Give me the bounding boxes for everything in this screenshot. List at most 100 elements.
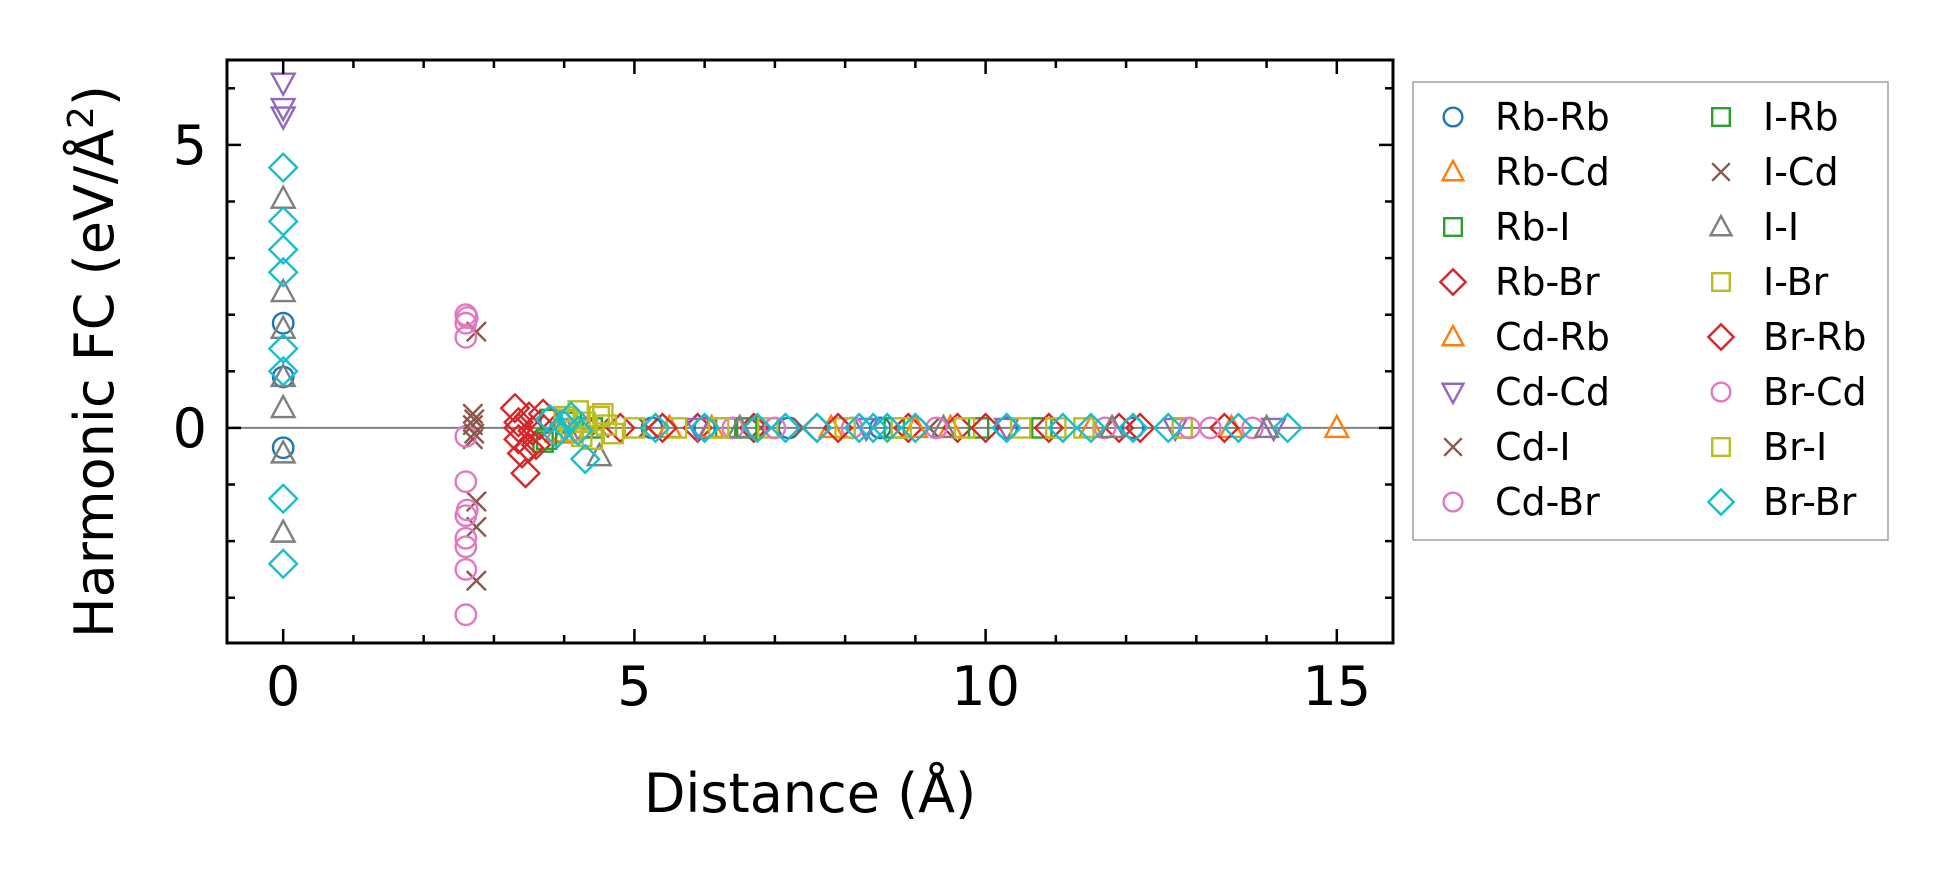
- data-point-br-i: [591, 402, 614, 425]
- data-point-br-rb: [513, 432, 545, 464]
- data-point-br-br: [267, 234, 299, 266]
- data-point-rb-br: [892, 412, 924, 444]
- legend-item-br-i: Br-I: [1710, 425, 1827, 469]
- plot-area: 0 5 10 15 0 5: [173, 58, 1395, 718]
- data-point-cd-cd: [269, 97, 297, 123]
- data-points: [267, 72, 1351, 627]
- data-point-br-br: [555, 401, 587, 433]
- legend-marker-rb-cd: [1440, 158, 1466, 182]
- data-point-cd-br: [1241, 416, 1264, 440]
- data-point-br-rb: [524, 409, 556, 441]
- legend-label-i-cd: I-Cd: [1763, 150, 1839, 194]
- data-point-br-br: [267, 548, 299, 580]
- data-point-br-br: [639, 412, 671, 444]
- data-point-br-br: [857, 412, 889, 444]
- data-point-cd-br: [454, 535, 478, 559]
- data-point-rb-br: [1208, 412, 1240, 444]
- data-point-br-br: [801, 412, 833, 444]
- data-point-br-i: [1045, 417, 1067, 439]
- y-tick-label: 5: [173, 114, 207, 177]
- data-point-br-rb: [1124, 412, 1156, 444]
- legend-box: [1412, 81, 1889, 541]
- legend-item-rb-i: Rb-I: [1442, 205, 1570, 249]
- data-point-i-br: [834, 417, 856, 439]
- data-point-i-br: [1073, 417, 1095, 439]
- data-point-i-br: [1171, 417, 1194, 439]
- data-point-br-br: [562, 415, 594, 447]
- data-point-br-br: [267, 256, 299, 288]
- data-point-br-cd: [455, 306, 479, 329]
- data-point-cd-rb: [901, 413, 929, 439]
- legend-label-i-rb: I-Rb: [1763, 95, 1838, 139]
- plot-frame: [225, 58, 1395, 645]
- data-point-rb-rb: [271, 436, 295, 460]
- data-point-br-br: [1047, 412, 1079, 444]
- legend-item-br-br: Br-Br: [1706, 480, 1857, 524]
- legend-marker-br-rb: [1706, 322, 1736, 352]
- y-axis-label-main: Harmonic FC (eV/Å: [62, 129, 126, 638]
- x-tick-label: 15: [1302, 655, 1371, 718]
- data-point-cd-br: [454, 558, 478, 581]
- legend-item-i-rb: I-Rb: [1710, 95, 1838, 139]
- x-axis-label: Distance (Å): [644, 761, 976, 825]
- data-point-i-i: [269, 277, 297, 303]
- data-point-br-br: [267, 355, 299, 387]
- series-br-cd: [455, 306, 1201, 522]
- data-point-i-br: [623, 417, 646, 439]
- data-point-br-cd: [763, 416, 787, 440]
- legend-item-rb-rb: Rb-Rb: [1442, 95, 1610, 139]
- data-point-br-br: [267, 152, 299, 184]
- data-point-rb-br: [510, 457, 542, 489]
- legend-item-cd-rb: Cd-Rb: [1440, 315, 1610, 359]
- data-point-br-br: [991, 412, 1023, 444]
- data-point-br-i: [890, 417, 913, 439]
- data-point-i-i: [930, 413, 957, 439]
- legend-label-rb-i: Rb-I: [1495, 205, 1570, 249]
- legend-label-rb-br: Rb-Br: [1495, 260, 1600, 304]
- legend-item-rb-cd: Rb-Cd: [1440, 150, 1610, 194]
- legend-marker-i-i: [1708, 213, 1734, 237]
- data-point-i-rb: [967, 417, 990, 439]
- data-point-rb-br: [503, 406, 534, 438]
- legend-label-rb-cd: Rb-Cd: [1495, 150, 1610, 194]
- data-point-cd-i: [465, 570, 487, 592]
- data-point-br-i: [570, 425, 593, 448]
- data-point-br-rb: [822, 412, 854, 444]
- data-point-rb-br: [506, 437, 538, 469]
- data-point-br-br: [1272, 412, 1304, 444]
- legend-marker-cd-cd: [1440, 382, 1466, 406]
- data-point-br-br: [267, 205, 299, 237]
- data-point-br-br: [1075, 412, 1107, 444]
- y-axis-label-superscript: 2: [61, 106, 102, 129]
- data-point-rb-rb: [868, 416, 892, 440]
- series-br-br: [267, 152, 1304, 580]
- data-point-i-i: [585, 441, 613, 467]
- data-point-cd-br: [454, 470, 478, 494]
- data-point-cd-br: [454, 603, 478, 627]
- data-point-cd-i: [465, 491, 487, 512]
- data-point-i-br: [757, 417, 779, 439]
- data-point-rb-br: [1033, 412, 1065, 444]
- y-axis-label-end: ): [63, 85, 126, 106]
- legend-label-br-cd: Br-Cd: [1763, 370, 1867, 414]
- data-point-br-br: [769, 412, 801, 444]
- data-point-i-i: [269, 438, 297, 464]
- series-br-rb: [503, 409, 1156, 464]
- data-point-br-br: [899, 412, 931, 444]
- data-point-i-br: [953, 417, 976, 439]
- legend-item-i-cd: I-Cd: [1711, 150, 1839, 194]
- data-point-cd-cd: [1260, 417, 1288, 443]
- data-point-br-br: [267, 483, 299, 515]
- data-point-rb-br: [1103, 412, 1135, 444]
- legend-item-br-rb: Br-Rb: [1706, 315, 1867, 359]
- legend-marker-i-rb: [1710, 106, 1731, 127]
- y-axis-label: Harmonic FC (eV/Å2): [61, 85, 126, 638]
- data-point-br-rb: [646, 412, 678, 444]
- data-point-i-i: [269, 314, 297, 340]
- axis-ticks: [227, 60, 1393, 643]
- legend-label-cd-cd: Cd-Cd: [1495, 370, 1610, 414]
- legend-marker-cd-rb: [1440, 323, 1466, 347]
- legend-marker-rb-br: [1438, 267, 1468, 297]
- legend-marker-br-cd: [1710, 381, 1732, 403]
- y-tick-label: 0: [173, 397, 207, 460]
